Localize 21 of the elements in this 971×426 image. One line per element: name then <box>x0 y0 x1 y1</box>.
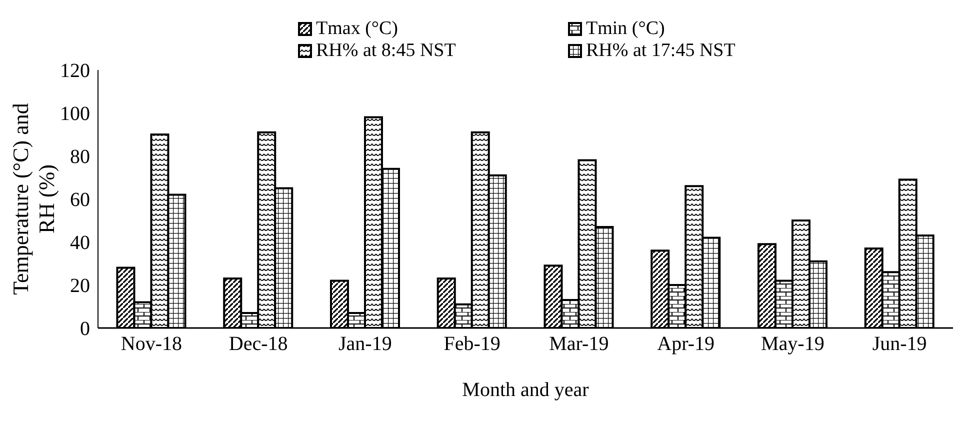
x-axis-title: Month and year <box>462 379 590 401</box>
y-tick-label: 80 <box>70 146 90 168</box>
y-tick-label: 0 <box>80 318 90 340</box>
x-tick-label: Jan-19 <box>338 333 392 356</box>
y-tick-label: 100 <box>60 103 90 126</box>
y-tick-label: 40 <box>70 232 90 254</box>
legend-label: Tmin (°C) <box>586 18 665 40</box>
y-tick-label: 20 <box>70 275 90 298</box>
y-axis-title: Temperature (°C) and RH (%) <box>8 103 59 295</box>
legend-label: RH% at 17:45 NST <box>586 40 736 62</box>
x-tick-label: May-19 <box>761 333 824 356</box>
y-tick-label: 60 <box>70 189 90 212</box>
x-tick-label: Jun-19 <box>872 333 927 356</box>
y-tick-label: 120 <box>60 60 90 82</box>
legend-label: RH% at 8:45 NST <box>316 40 456 62</box>
x-tick-label: Nov-18 <box>120 333 182 356</box>
x-tick-label: Apr-19 <box>657 333 714 356</box>
legend-label: Tmax (°C) <box>316 18 398 40</box>
x-tick-label: Feb-19 <box>444 333 500 356</box>
x-tick-label: Mar-19 <box>549 333 609 356</box>
x-tick-label: Dec-18 <box>228 333 288 356</box>
